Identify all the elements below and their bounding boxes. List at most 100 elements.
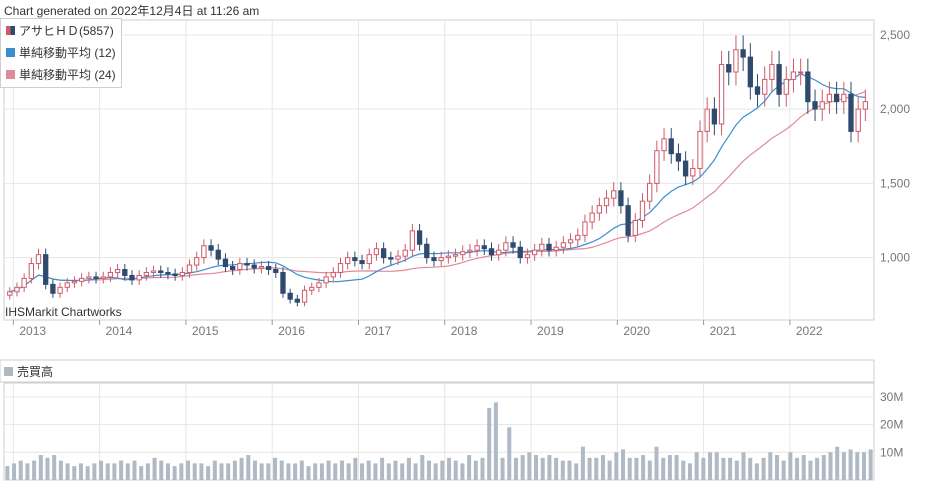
chart-generated-label: Chart generated on 2022年12月4日 at 11:26 a… — [4, 4, 260, 18]
candle-body — [366, 254, 372, 265]
volume-bar — [748, 457, 753, 480]
ma12-swatch — [6, 47, 15, 57]
candle-body — [567, 239, 574, 244]
volume-bar — [239, 457, 244, 480]
volume-bar — [386, 463, 391, 480]
volume-bar — [92, 463, 97, 480]
candle-body — [639, 200, 646, 221]
volume-bar — [687, 463, 692, 480]
candlesticks — [7, 35, 869, 307]
volume-bar — [38, 455, 43, 480]
candle-body — [57, 286, 63, 294]
year-tick-label: 2014 — [106, 324, 133, 338]
volume-bar — [540, 457, 545, 480]
volume-bar — [206, 466, 211, 480]
candle-body — [136, 274, 142, 281]
candle-body — [122, 269, 128, 276]
price-tick-label: 2,500 — [880, 28, 910, 42]
candle-body — [531, 249, 538, 256]
candle-body — [424, 243, 430, 259]
volume-bar — [754, 463, 759, 480]
year-tick-label: 2015 — [192, 324, 219, 338]
candle-body — [524, 254, 531, 259]
candle-body — [740, 49, 746, 58]
candle-body — [819, 101, 825, 110]
candle-body — [150, 270, 157, 273]
year-tick-label: 2017 — [364, 324, 391, 338]
price-plot-frame — [3, 19, 875, 321]
volume-bar — [112, 463, 117, 480]
volume-bar — [326, 460, 331, 480]
candle-body — [323, 276, 329, 284]
volume-bar — [513, 457, 518, 480]
candle-body — [704, 108, 710, 132]
ma24-swatch — [6, 69, 15, 79]
candle-body — [790, 71, 797, 80]
volume-bar — [25, 463, 30, 480]
volume-bar — [721, 457, 726, 480]
volume-bar — [841, 452, 846, 480]
candle-body — [129, 274, 135, 281]
volume-bar — [159, 460, 164, 480]
volume-bar — [5, 466, 10, 480]
legend-item-ma24[interactable]: 単純移動平均 (24) — [1, 63, 121, 85]
candle-body — [647, 182, 653, 202]
candle-body — [395, 255, 401, 260]
volume-bar — [99, 460, 104, 480]
candle-body — [316, 282, 322, 288]
candle-body — [776, 64, 782, 95]
volume-bar — [219, 463, 224, 480]
candle-body — [798, 71, 804, 74]
candle-body — [762, 78, 768, 95]
volume-bar — [600, 455, 605, 480]
candle-body — [718, 64, 725, 125]
volume-bar — [192, 463, 197, 480]
legend-item-stock[interactable]: アサヒＨＤ(5857) — [1, 19, 121, 41]
volume-bar — [621, 449, 626, 480]
candle-body — [143, 271, 150, 276]
volume-bar — [212, 460, 217, 480]
candle-body — [186, 264, 193, 273]
candle-body — [675, 153, 682, 162]
candle-body — [114, 269, 121, 273]
volume-bar — [701, 457, 706, 480]
volume-bar — [641, 455, 646, 480]
volume-bar — [795, 457, 800, 480]
volume-bar — [85, 466, 90, 480]
volume-tick-label: 10M — [880, 445, 903, 459]
price-y-ticks: 1,000 1,500 2,000 2,500 — [880, 28, 910, 265]
candle-body — [280, 271, 286, 294]
candle-body — [632, 219, 638, 236]
volume-bar — [821, 455, 826, 480]
candle-body — [711, 108, 718, 125]
candle-body — [237, 263, 243, 271]
volume-bar — [828, 452, 833, 480]
volume-bar — [132, 460, 137, 480]
candle-body — [625, 205, 631, 236]
candle-body — [201, 245, 207, 259]
volume-bar — [861, 452, 866, 480]
ma24-line — [9, 90, 866, 293]
volume-bar — [728, 457, 733, 480]
legend-item-ma12[interactable]: 単純移動平均 (12) — [1, 41, 121, 63]
candle-body — [352, 257, 358, 262]
volume-bar — [139, 466, 144, 480]
legend-label-stock: アサヒＨＤ(5857) — [19, 23, 114, 38]
volume-bar — [172, 466, 177, 480]
year-tick-label: 2020 — [623, 324, 650, 338]
volume-bar — [768, 452, 773, 480]
candle-body — [222, 258, 229, 268]
volume-bar — [65, 463, 70, 480]
candle-body — [682, 160, 689, 177]
volume-bar — [667, 455, 672, 480]
volume-bar — [480, 457, 485, 480]
volume-bar — [708, 452, 713, 480]
volume-bar — [319, 463, 324, 480]
volume-bar — [360, 463, 365, 480]
price-tick-label: 2,000 — [880, 102, 910, 116]
volume-legend[interactable]: 売買高 — [4, 363, 53, 380]
candle-body — [294, 298, 301, 303]
volume-bar — [119, 460, 124, 480]
candle-body — [833, 93, 840, 103]
candle-body — [215, 249, 221, 260]
